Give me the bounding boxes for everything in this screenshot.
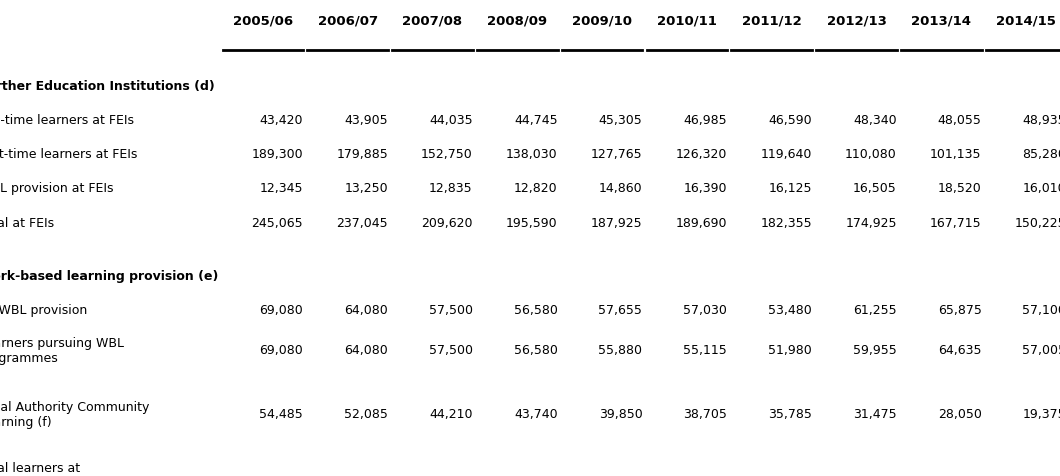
Text: 195,590: 195,590	[506, 217, 558, 230]
Text: 54,485: 54,485	[260, 408, 303, 421]
Text: 31,475: 31,475	[853, 408, 897, 421]
Text: Total learners at
FE Institutions, Local Authority
Community Learning and Work-b: Total learners at FE Institutions, Local…	[0, 462, 357, 476]
Text: 2009/10: 2009/10	[572, 14, 632, 27]
Text: 57,500: 57,500	[428, 304, 473, 317]
Text: WBL provision at FEIs: WBL provision at FEIs	[0, 182, 113, 196]
Text: 57,500: 57,500	[428, 344, 473, 357]
Text: 138,030: 138,030	[506, 148, 558, 161]
Text: 152,750: 152,750	[421, 148, 473, 161]
Text: 64,080: 64,080	[344, 304, 388, 317]
Text: Full-time learners at FEIs: Full-time learners at FEIs	[0, 114, 134, 127]
Text: 16,390: 16,390	[684, 182, 727, 196]
Text: 35,785: 35,785	[768, 408, 812, 421]
Text: 2010/11: 2010/11	[657, 14, 717, 27]
Text: 2012/13: 2012/13	[827, 14, 886, 27]
Text: 2007/08: 2007/08	[403, 14, 462, 27]
Text: 69,080: 69,080	[260, 344, 303, 357]
Text: 65,875: 65,875	[938, 304, 982, 317]
Text: 237,045: 237,045	[336, 217, 388, 230]
Text: 119,640: 119,640	[761, 148, 812, 161]
Text: 53,480: 53,480	[768, 304, 812, 317]
Text: 13,250: 13,250	[344, 182, 388, 196]
Text: 174,925: 174,925	[845, 217, 897, 230]
Text: 16,125: 16,125	[768, 182, 812, 196]
Text: 150,225: 150,225	[1014, 217, 1060, 230]
Text: 45,305: 45,305	[599, 114, 642, 127]
Text: 44,210: 44,210	[429, 408, 473, 421]
Text: 46,985: 46,985	[684, 114, 727, 127]
Text: 16,010: 16,010	[1023, 182, 1060, 196]
Text: 2011/12: 2011/12	[742, 14, 801, 27]
Text: 48,935: 48,935	[1023, 114, 1060, 127]
Text: 43,905: 43,905	[344, 114, 388, 127]
Text: 209,620: 209,620	[421, 217, 473, 230]
Text: 189,690: 189,690	[675, 217, 727, 230]
Text: 2005/06: 2005/06	[233, 14, 293, 27]
Text: 59,955: 59,955	[853, 344, 897, 357]
Text: 127,765: 127,765	[590, 148, 642, 161]
Text: Work-based learning provision (e): Work-based learning provision (e)	[0, 270, 218, 283]
Text: 43,740: 43,740	[514, 408, 558, 421]
Text: 2014/15: 2014/15	[996, 14, 1056, 27]
Text: 56,580: 56,580	[514, 304, 558, 317]
Text: 245,065: 245,065	[251, 217, 303, 230]
Text: 16,505: 16,505	[853, 182, 897, 196]
Text: 69,080: 69,080	[260, 304, 303, 317]
Text: 43,420: 43,420	[260, 114, 303, 127]
Text: 44,745: 44,745	[514, 114, 558, 127]
Text: 189,300: 189,300	[251, 148, 303, 161]
Text: 52,085: 52,085	[344, 408, 388, 421]
Text: Learners pursuing WBL
programmes: Learners pursuing WBL programmes	[0, 337, 124, 365]
Text: 18,520: 18,520	[938, 182, 982, 196]
Text: 187,925: 187,925	[590, 217, 642, 230]
Text: Total at FEIs: Total at FEIs	[0, 217, 54, 230]
Text: All WBL provision: All WBL provision	[0, 304, 87, 317]
Text: 126,320: 126,320	[676, 148, 727, 161]
Text: 56,580: 56,580	[514, 344, 558, 357]
Text: 167,715: 167,715	[930, 217, 982, 230]
Text: 57,655: 57,655	[599, 304, 642, 317]
Text: 38,705: 38,705	[684, 408, 727, 421]
Text: 85,280: 85,280	[1023, 148, 1060, 161]
Text: 28,050: 28,050	[938, 408, 982, 421]
Text: 51,980: 51,980	[768, 344, 812, 357]
Text: 12,820: 12,820	[514, 182, 558, 196]
Text: 12,345: 12,345	[260, 182, 303, 196]
Text: 64,635: 64,635	[938, 344, 982, 357]
Text: 110,080: 110,080	[845, 148, 897, 161]
Text: 57,100: 57,100	[1023, 304, 1060, 317]
Text: 2006/07: 2006/07	[318, 14, 377, 27]
Text: 61,255: 61,255	[853, 304, 897, 317]
Text: 2013/14: 2013/14	[912, 14, 971, 27]
Text: Further Education Institutions (d): Further Education Institutions (d)	[0, 79, 214, 93]
Text: 46,590: 46,590	[768, 114, 812, 127]
Text: 48,055: 48,055	[938, 114, 982, 127]
Text: 19,375: 19,375	[1023, 408, 1060, 421]
Text: 12,835: 12,835	[429, 182, 473, 196]
Text: 179,885: 179,885	[336, 148, 388, 161]
Text: 14,860: 14,860	[599, 182, 642, 196]
Text: Part-time learners at FEIs: Part-time learners at FEIs	[0, 148, 137, 161]
Text: 182,355: 182,355	[760, 217, 812, 230]
Text: 101,135: 101,135	[930, 148, 982, 161]
Text: Local Authority Community
Learning (f): Local Authority Community Learning (f)	[0, 401, 149, 429]
Text: 57,005: 57,005	[1022, 344, 1060, 357]
Text: 39,850: 39,850	[599, 408, 642, 421]
Text: 48,340: 48,340	[853, 114, 897, 127]
Text: 2008/09: 2008/09	[488, 14, 547, 27]
Text: 55,880: 55,880	[598, 344, 642, 357]
Text: 64,080: 64,080	[344, 344, 388, 357]
Text: 55,115: 55,115	[684, 344, 727, 357]
Text: 44,035: 44,035	[429, 114, 473, 127]
Text: 57,030: 57,030	[684, 304, 727, 317]
